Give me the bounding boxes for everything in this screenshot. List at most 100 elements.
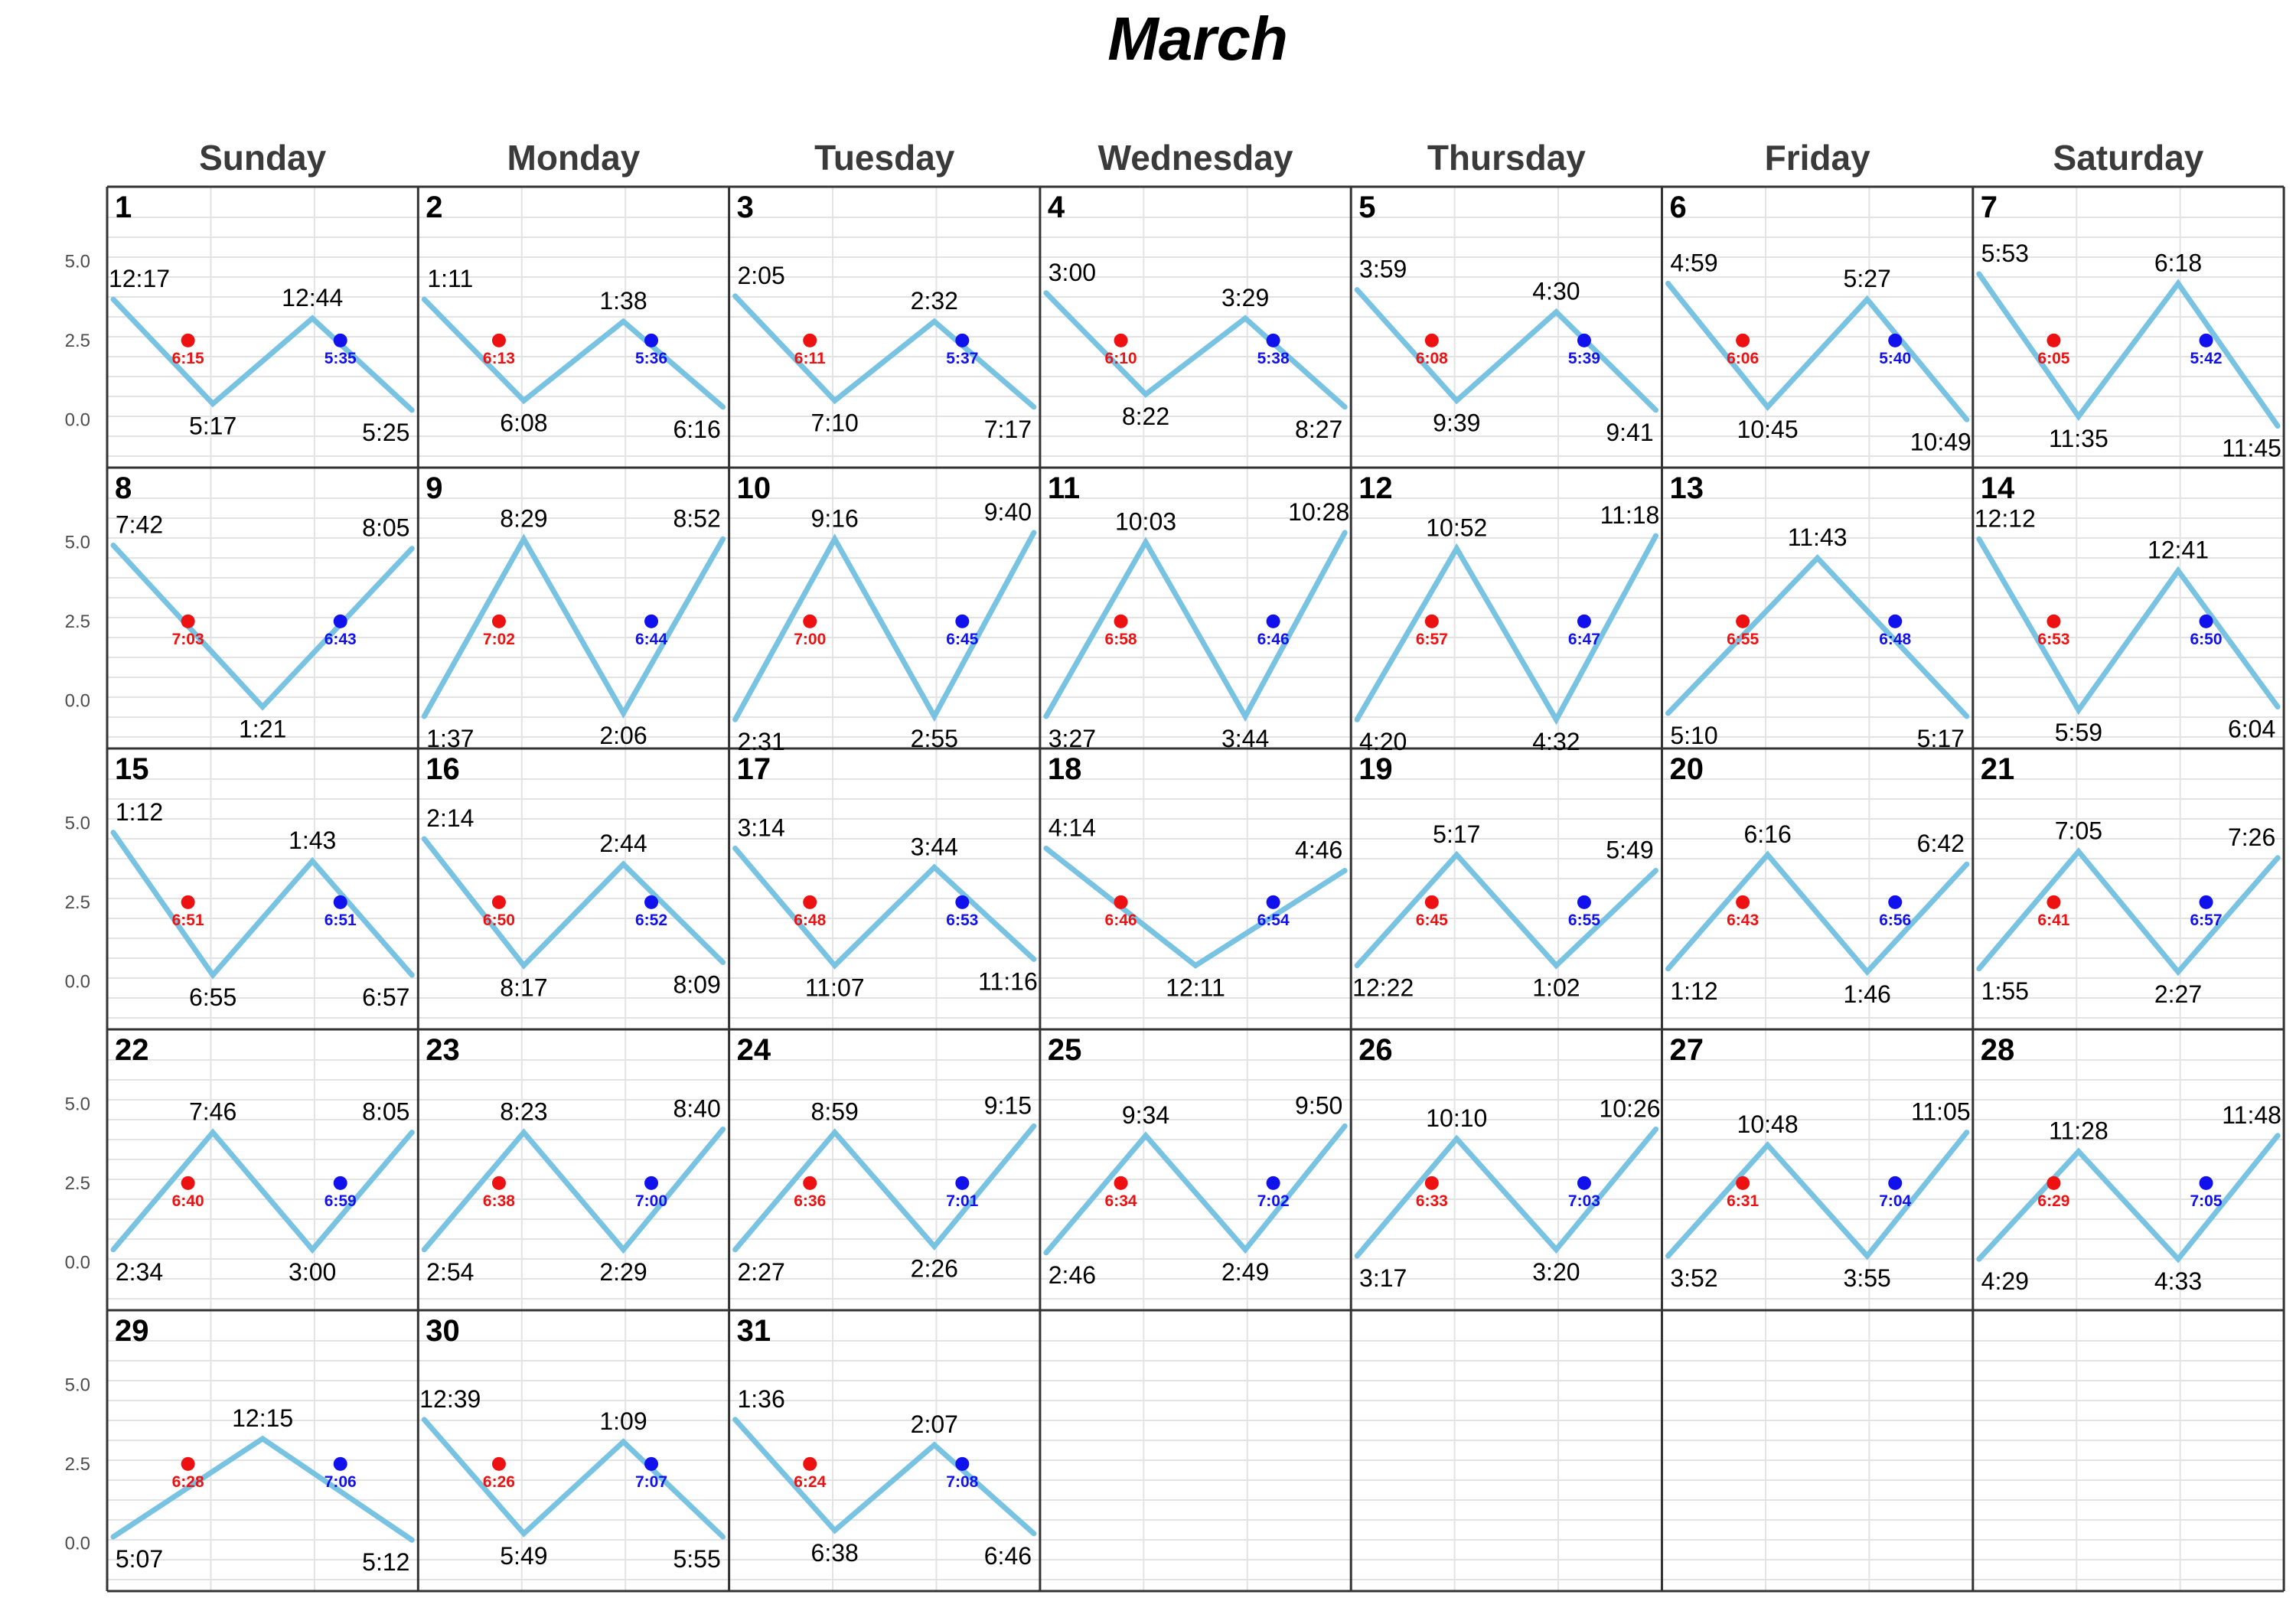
sunset-dot: [955, 895, 970, 909]
tide-line: [421, 1127, 726, 1254]
high-tide-label: 7:26: [2228, 823, 2275, 851]
sunset-dot: [1266, 895, 1280, 909]
sunrise-dot: [803, 614, 817, 628]
high-tide-label: 2:44: [599, 830, 647, 857]
day-number: 6: [1670, 191, 1687, 224]
high-tide-label: 6:16: [1743, 820, 1791, 848]
sunrise-dot: [1736, 333, 1750, 347]
high-tide-label: 3:29: [1221, 284, 1269, 311]
high-tide-label: 8:05: [362, 1098, 409, 1126]
tide-line: [421, 533, 726, 719]
y-tick-label: 5.0: [65, 1375, 90, 1395]
sunset-dot: [2199, 333, 2213, 347]
tide-line: [1665, 1130, 1970, 1260]
tide-line: [1354, 850, 1658, 970]
high-tide-label: 10:10: [1426, 1104, 1487, 1132]
low-tide-label: 3:55: [1844, 1264, 1891, 1292]
day-number: 21: [1981, 752, 2015, 786]
high-tide-label: 8:40: [673, 1095, 720, 1123]
tide-line: [110, 296, 415, 413]
low-tide-label: 2:29: [599, 1258, 647, 1286]
sunrise-dot: [491, 1176, 506, 1190]
high-tide-label: 1:43: [289, 827, 336, 854]
low-tide-label: 8:09: [673, 971, 720, 999]
low-tide-label: 2:06: [599, 722, 647, 749]
high-tide-label: 6:42: [1917, 830, 1965, 857]
low-tide-label: 1:21: [239, 716, 286, 743]
sunrise-label: 7:02: [483, 631, 515, 648]
sunset-dot: [955, 1456, 970, 1471]
sunrise-label: 6:57: [1416, 631, 1448, 648]
high-tide-label: 12:12: [1975, 504, 2036, 532]
tide-line: [421, 296, 726, 410]
high-tide-label: 2:14: [426, 804, 474, 832]
tide-line: [110, 1435, 415, 1543]
low-tide-label: 2:54: [426, 1258, 474, 1286]
low-tide-label: 6:46: [984, 1542, 1032, 1570]
day-number: 8: [115, 471, 132, 505]
sunset-dot: [1266, 614, 1280, 628]
sunset-dot: [333, 1456, 347, 1471]
low-tide-label: 5:07: [116, 1545, 163, 1573]
tide-line: [1665, 554, 1970, 719]
sunset-dot: [1266, 1176, 1280, 1190]
sunrise-dot: [2047, 895, 2061, 909]
sunrise-dot: [491, 895, 506, 909]
sunset-label: 6:56: [1879, 911, 1911, 929]
sunset-label: 7:04: [1879, 1192, 1911, 1210]
tide-line: [1665, 850, 1970, 977]
y-tick-label: 2.5: [65, 331, 90, 351]
day-number: 26: [1358, 1033, 1393, 1067]
chart-title: March: [1107, 5, 1288, 73]
sunset-label: 5:40: [1879, 350, 1911, 367]
high-tide-label: 10:28: [1288, 498, 1349, 526]
sunset-label: 5:35: [325, 350, 357, 367]
sunset-dot: [333, 333, 347, 347]
weekday-header: Saturday: [2053, 138, 2204, 178]
sunset-dot: [1888, 1176, 1903, 1190]
day-number: 18: [1048, 752, 1082, 786]
y-tick-label: 0.0: [65, 690, 90, 711]
high-tide-label: 12:41: [2148, 536, 2209, 564]
sunset-label: 6:57: [2190, 911, 2223, 929]
day-number: 12: [1358, 471, 1393, 505]
day-number: 28: [1981, 1033, 2015, 1067]
high-tide-label: 11:05: [1911, 1098, 1971, 1126]
day-number: 7: [1981, 191, 1998, 224]
sunset-label: 6:43: [325, 631, 357, 648]
high-tide-label: 1:09: [599, 1407, 647, 1435]
low-tide-label: 8:27: [1295, 416, 1342, 443]
sunrise-label: 6:36: [794, 1192, 826, 1210]
sunset-label: 7:07: [635, 1473, 667, 1491]
high-tide-label: 4:46: [1295, 836, 1342, 863]
sunset-dot: [333, 614, 347, 628]
sunrise-dot: [491, 333, 506, 347]
high-tide-label: 8:52: [673, 504, 720, 532]
day-number: 5: [1358, 191, 1375, 224]
y-tick-label: 2.5: [65, 1173, 90, 1194]
sunrise-dot: [1424, 333, 1439, 347]
sunset-dot: [955, 333, 970, 347]
sunset-label: 5:39: [1568, 350, 1600, 367]
low-tide-label: 5:12: [362, 1548, 409, 1576]
tide-line: [1354, 287, 1658, 413]
high-tide-label: 9:34: [1122, 1101, 1169, 1129]
low-tide-label: 3:52: [1670, 1264, 1717, 1292]
sunrise-label: 6:55: [1727, 631, 1759, 648]
high-tide-label: 5:53: [1981, 240, 2029, 267]
sunset-label: 7:05: [2190, 1192, 2223, 1210]
low-tide-label: 2:34: [116, 1258, 163, 1286]
low-tide-label: 6:04: [2228, 716, 2275, 743]
sunrise-dot: [1736, 1176, 1750, 1190]
sunrise-dot: [181, 895, 195, 909]
sunrise-label: 6:51: [172, 911, 204, 929]
sunrise-dot: [803, 895, 817, 909]
low-tide-label: 12:22: [1352, 974, 1414, 1002]
tide-line: [110, 543, 415, 711]
sunrise-dot: [181, 333, 195, 347]
sunset-label: 5:36: [635, 350, 667, 367]
tide-line: [732, 530, 1037, 722]
high-tide-label: 8:05: [362, 514, 409, 542]
